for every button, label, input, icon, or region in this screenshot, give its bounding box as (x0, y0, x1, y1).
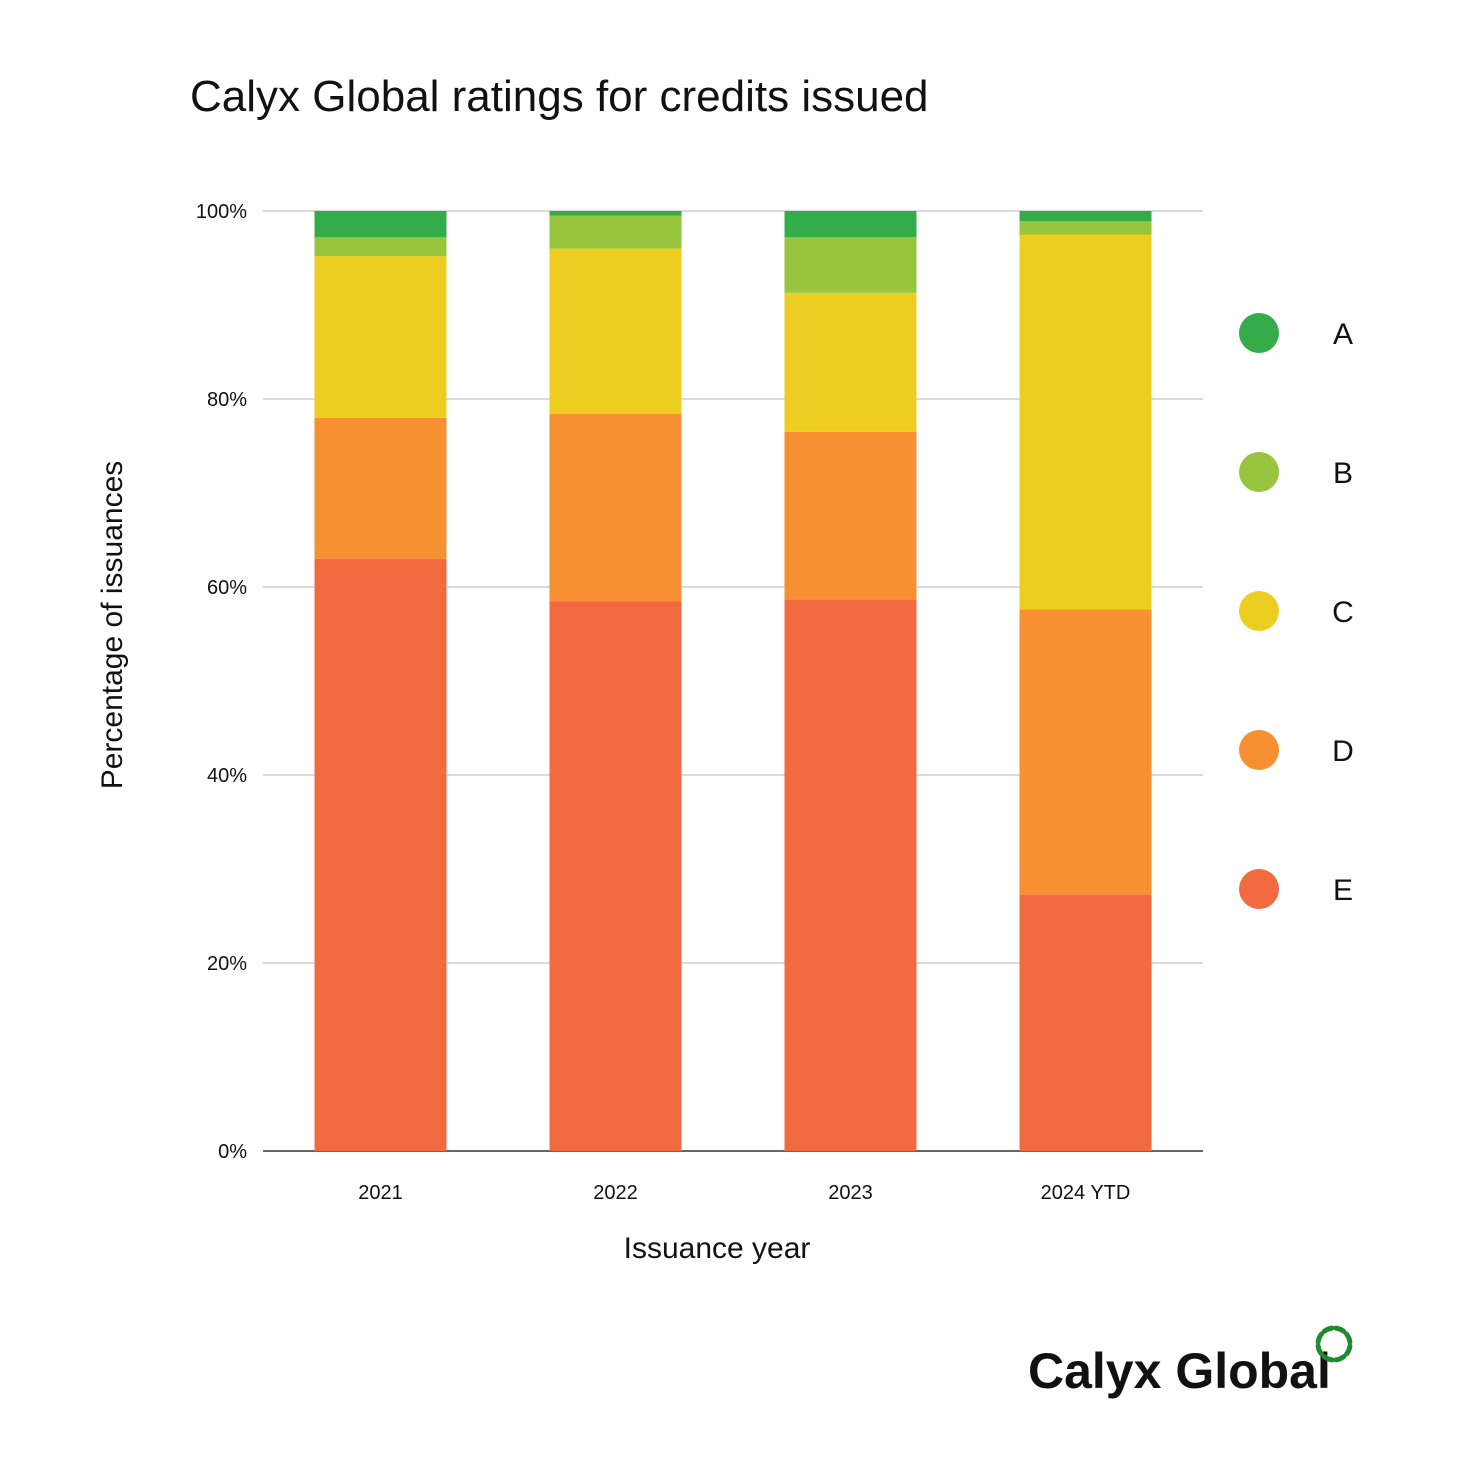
chart-title: Calyx Global ratings for credits issued (190, 72, 929, 121)
x-tick-label: 2022 (593, 1182, 638, 1204)
logo-ring-segment (1344, 1331, 1353, 1345)
legend-label-d: D (1332, 735, 1354, 768)
bar-2022-e (549, 601, 682, 1151)
y-tick-label: 80% (207, 389, 247, 411)
logo-ring-icon (1315, 1325, 1353, 1363)
legend-swatch-a (1239, 313, 1279, 353)
bar-2021-c (314, 256, 447, 418)
y-tick-label: 60% (207, 577, 247, 599)
y-tick-label: 0% (218, 1141, 247, 1163)
logo-ring-segment (1333, 1325, 1347, 1334)
bar-2024-ytd-e (1019, 894, 1152, 1151)
calyx-global-logo: Calyx Global (1028, 1325, 1353, 1399)
legend-swatch-e (1239, 869, 1279, 909)
y-tick-label: 100% (196, 201, 247, 223)
bar-2021-d (314, 417, 447, 559)
legend-swatch-b (1239, 452, 1279, 492)
bar-2023-e (784, 599, 917, 1151)
y-tick-label: 40% (207, 765, 247, 787)
bar-2022-b (549, 215, 682, 249)
bar-2023-d (784, 431, 917, 600)
x-axis-ticks: 2021 2022 2023 2024 YTD (358, 1182, 1130, 1204)
bar-2022-a (549, 211, 682, 216)
logo-ring-segment (1321, 1325, 1335, 1334)
legend-label-c: C (1332, 596, 1354, 629)
legend: A B C D E (1239, 313, 1354, 909)
x-tick-label: 2024 YTD (1041, 1182, 1131, 1204)
x-axis-title: Issuance year (624, 1232, 811, 1265)
logo-ring-segment (1321, 1354, 1335, 1363)
x-tick-label: 2023 (828, 1182, 873, 1204)
bar-2023-a (784, 211, 917, 238)
bar-2024-ytd-c (1019, 234, 1152, 610)
bar-2023-b (784, 237, 917, 293)
bar-2021-e (314, 558, 447, 1151)
bar-2022-c (549, 248, 682, 415)
logo-ring-segment (1333, 1354, 1347, 1363)
x-tick-label: 2021 (358, 1182, 403, 1204)
bar-2022-d (549, 414, 682, 602)
legend-swatch-d (1239, 730, 1279, 770)
legend-label-e: E (1333, 874, 1353, 907)
bar-2024-ytd-b (1019, 221, 1152, 235)
bars (314, 211, 1152, 1151)
bar-2021-a (314, 211, 447, 238)
legend-swatch-c (1239, 591, 1279, 631)
y-axis-ticks: 0% 20% 40% 60% 80% 100% (196, 201, 247, 1163)
legend-label-a: A (1333, 318, 1353, 351)
logo-wordmark: Calyx Global (1028, 1343, 1331, 1399)
bar-2024-ytd-a (1019, 211, 1152, 222)
bar-2023-c (784, 292, 917, 432)
logo-ring-segment (1315, 1331, 1324, 1345)
y-axis-title: Percentage of issuances (96, 461, 129, 790)
y-tick-label: 20% (207, 953, 247, 975)
bar-2021-b (314, 237, 447, 257)
legend-label-b: B (1333, 457, 1353, 490)
logo-ring-segment (1315, 1343, 1324, 1357)
logo-ring-segment (1344, 1343, 1353, 1357)
bar-2024-ytd-d (1019, 609, 1152, 895)
